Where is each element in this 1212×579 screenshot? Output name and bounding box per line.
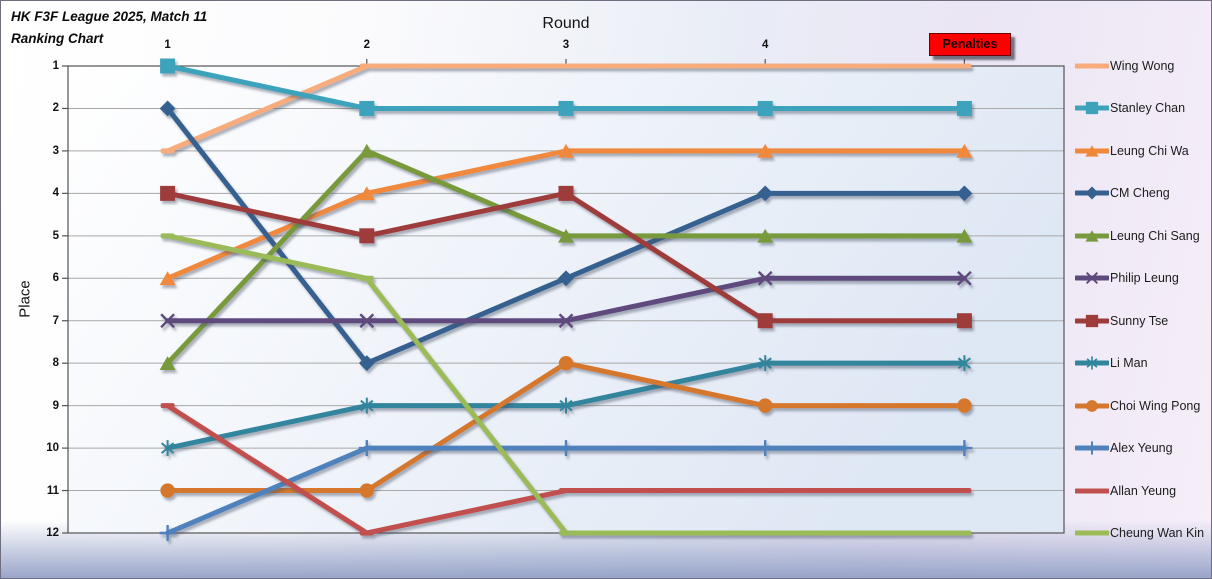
legend-label: Choi Wing Pong bbox=[1110, 398, 1201, 413]
series-alex-yeung bbox=[159, 440, 973, 541]
y-tick-label: 1 bbox=[52, 60, 59, 72]
series-li-man bbox=[160, 355, 972, 457]
legend-item-wing-wong: Wing Wong bbox=[1075, 58, 1174, 74]
y-tick-label: 8 bbox=[52, 357, 59, 370]
chart-title-line1: HK F3F League 2025, Match 11 bbox=[11, 9, 208, 24]
x-axis-title: Round bbox=[542, 15, 590, 32]
legend-key-square-icon bbox=[1075, 314, 1109, 327]
legend-label: Li Man bbox=[1110, 356, 1148, 371]
legend-key-diamond-icon bbox=[1075, 186, 1109, 200]
legend-item-cheung-wan-kin: Cheung Wan Kin bbox=[1075, 525, 1204, 541]
x-tick-label: 2 bbox=[363, 39, 370, 51]
penalties-button[interactable]: Penalties bbox=[929, 33, 1011, 56]
legend-key-x-icon bbox=[1075, 272, 1109, 285]
legend-label: Allan Yeung bbox=[1110, 483, 1177, 498]
legend-label: Leung Chi Wa bbox=[1110, 143, 1189, 158]
legend-label: Philip Leung bbox=[1110, 271, 1179, 286]
legend-label: Leung Chi Sang bbox=[1110, 228, 1200, 243]
y-tick-label: 4 bbox=[52, 187, 59, 200]
legend-label: CM Cheng bbox=[1110, 186, 1170, 201]
legend-item-philip-leung: Philip Leung bbox=[1075, 270, 1179, 286]
series-sunny-tse bbox=[160, 185, 972, 329]
legend-label: Alex Yeung bbox=[1110, 441, 1173, 456]
legend-key-triangle-icon bbox=[1075, 145, 1109, 157]
x-tick-label: 4 bbox=[761, 39, 769, 51]
chart-title-line2: Ranking Chart bbox=[11, 30, 104, 46]
legend-key-dash-icon bbox=[1075, 63, 1109, 69]
legend-item-leung-chi-sang: Leung Chi Sang bbox=[1075, 228, 1200, 244]
y-tick-label: 11 bbox=[46, 484, 59, 497]
legend-key-plus-icon bbox=[1075, 441, 1109, 455]
y-tick-label: 3 bbox=[52, 144, 59, 157]
series-philip-leung bbox=[160, 270, 972, 329]
legend-item-stanley-chan: Stanley Chan bbox=[1075, 100, 1185, 116]
legend-item-choi-wing-pong: Choi Wing Pong bbox=[1075, 398, 1200, 414]
series-stanley-chan bbox=[160, 58, 972, 116]
legend-label: Sunny Tse bbox=[1110, 313, 1169, 328]
legend-key-asterisk-icon bbox=[1075, 356, 1109, 370]
plot-area bbox=[68, 66, 1064, 533]
y-tick-label: 6 bbox=[52, 272, 59, 285]
y-tick-label: 10 bbox=[46, 442, 59, 455]
legend-item-li-man: Li Man bbox=[1075, 355, 1148, 371]
legend-item-cm-cheng: CM Cheng bbox=[1075, 185, 1170, 201]
legend-key-triangle-icon bbox=[1075, 230, 1109, 242]
y-tick-label: 2 bbox=[52, 102, 59, 115]
legend-key-dash-icon bbox=[1075, 530, 1109, 536]
chart-title: HK F3F League 2025, Match 11 Ranking Cha… bbox=[11, 6, 207, 49]
series-cheung-wan-kin bbox=[160, 233, 972, 536]
x-tick-label: 1 bbox=[164, 39, 171, 51]
legend-key-square-icon bbox=[1075, 102, 1109, 115]
y-tick-label: 12 bbox=[46, 527, 59, 539]
series-cm-cheng bbox=[159, 100, 973, 372]
legend-item-alex-yeung: Alex Yeung bbox=[1075, 440, 1173, 456]
legend-label: Cheung Wan Kin bbox=[1110, 526, 1205, 540]
y-tick-label: 9 bbox=[52, 399, 59, 412]
y-tick-label: 7 bbox=[52, 314, 59, 327]
legend-key-dash-icon bbox=[1075, 488, 1109, 494]
legend-item-allan-yeung: Allan Yeung bbox=[1075, 483, 1176, 499]
series-allan-yeung bbox=[160, 403, 972, 536]
legend-key-circle-icon bbox=[1075, 399, 1109, 412]
y-tick-label: 5 bbox=[52, 229, 59, 242]
legend-item-sunny-tse: Sunny Tse bbox=[1075, 313, 1168, 329]
legend-item-leung-chi-wa: Leung Chi Wa bbox=[1075, 143, 1189, 159]
x-tick-label: 3 bbox=[562, 39, 570, 51]
legend-label: Stanley Chan bbox=[1110, 101, 1186, 116]
legend-label: Wing Wong bbox=[1110, 59, 1175, 73]
